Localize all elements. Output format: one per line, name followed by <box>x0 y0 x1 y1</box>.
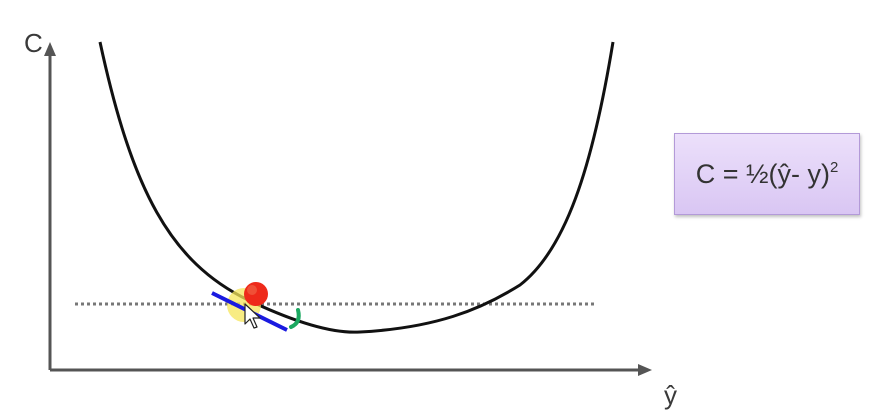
formula-text: C = ½(ŷ- y)2 <box>696 159 839 190</box>
y-axis-arrow <box>44 42 56 56</box>
cost-curve <box>98 41 615 334</box>
formula-box: C = ½(ŷ- y)2 <box>674 133 860 215</box>
x-axis-label: ŷ <box>664 380 677 410</box>
y-axis-label: C <box>24 28 43 58</box>
x-axis-arrow <box>638 364 652 376</box>
red-ball-icon <box>244 282 268 306</box>
formula-main: C = ½(ŷ- y) <box>695 158 830 189</box>
green-step-marker-icon <box>289 308 301 329</box>
red-ball-shine <box>247 285 257 295</box>
formula-exponent: 2 <box>829 158 839 176</box>
mouse-cursor-icon[interactable] <box>244 303 261 329</box>
